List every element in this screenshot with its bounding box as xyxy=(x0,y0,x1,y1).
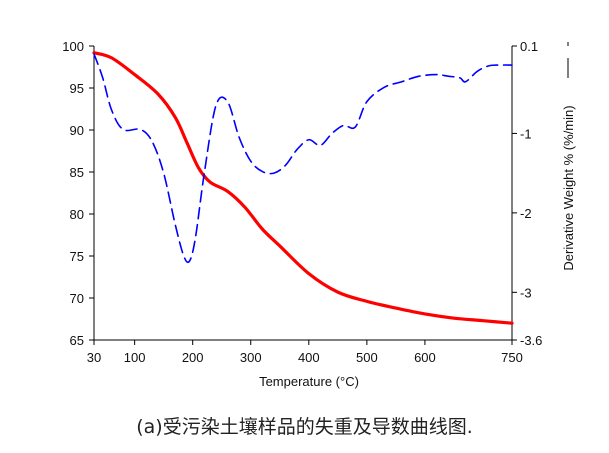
x-tick-label: 30 xyxy=(87,350,101,365)
y-axis-right: 0.1 -1 -2 -3 -3.6 xyxy=(512,39,542,348)
x-tick-label: 100 xyxy=(124,350,146,365)
y-tick-label: 85 xyxy=(70,165,84,180)
y-tick-label: 65 xyxy=(70,333,84,348)
y2-tick-label: -1 xyxy=(520,126,532,141)
tga-chart: 30 100 200 300 400 500 600 750 100 95 90 85 80 75 70 6… xyxy=(62,39,576,389)
x-tick-label: 400 xyxy=(298,350,320,365)
x-tick-label: 750 xyxy=(501,350,523,365)
y-tick-label: 95 xyxy=(70,81,84,96)
series-layer xyxy=(92,51,514,325)
x-axis: 30 100 200 300 400 500 600 750 xyxy=(87,340,523,365)
y-axis-left: 100 95 90 85 80 75 70 65 xyxy=(62,39,94,348)
x-tick-label: 500 xyxy=(356,350,378,365)
x-tick-label: 300 xyxy=(240,350,262,365)
y-tick-label: 70 xyxy=(70,291,84,306)
plot-frame xyxy=(93,46,513,341)
derivative-weight-line xyxy=(93,53,513,264)
y2-tick-label: 0.1 xyxy=(520,39,538,54)
y-tick-label: 100 xyxy=(62,39,84,54)
x-tick-label: 200 xyxy=(182,350,204,365)
y2-tick-label: -2 xyxy=(520,206,532,221)
x-tick-label: 600 xyxy=(414,350,436,365)
y-tick-label: 75 xyxy=(70,249,84,264)
y-tick-label: 90 xyxy=(70,123,84,138)
y-tick-label: 80 xyxy=(70,207,84,222)
figure-caption: (a)受污染土壤样品的失重及导数曲线图. xyxy=(136,416,473,438)
weight-line xyxy=(92,51,514,325)
y2-tick-label: -3 xyxy=(520,285,532,300)
x-axis-title: Temperature (°C) xyxy=(259,374,359,389)
y2-tick-label: -3.6 xyxy=(520,333,542,348)
y2-axis-title: Derivative Weight % (%/min) xyxy=(561,105,576,270)
